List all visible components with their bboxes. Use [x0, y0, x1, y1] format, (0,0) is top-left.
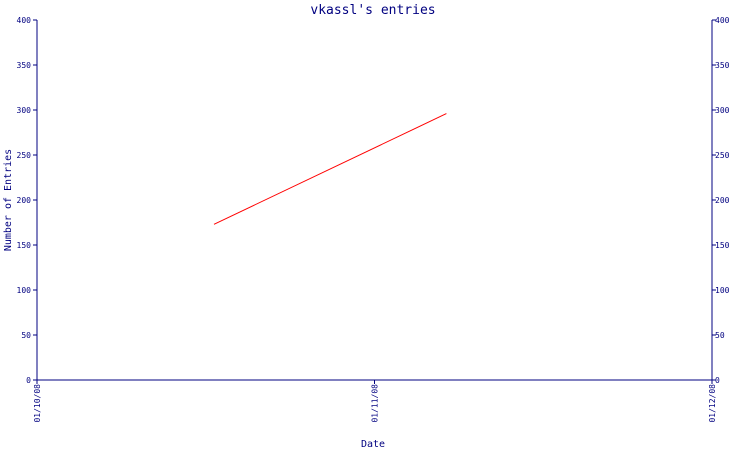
chart-title: vkassl's entries: [310, 3, 435, 18]
y-tick-label-left: 400: [17, 16, 32, 25]
x-axis: 01/10/08 01/11/08 01/12/08: [33, 380, 717, 423]
x-tick-label: 01/10/08: [33, 384, 42, 423]
y-tick-label-left: 300: [17, 106, 32, 115]
x-tick-label: 01/11/08: [371, 384, 380, 423]
y-tick-label-right: 0: [715, 376, 720, 385]
x-tick-label: 01/12/08: [708, 384, 717, 423]
y-tick-label-left: 0: [26, 376, 31, 385]
y-tick-label-right: 150: [715, 241, 730, 250]
y-tick-label-left: 200: [17, 196, 32, 205]
y-axis-title: Number of Entries: [3, 149, 14, 251]
y-tick-label-left: 150: [17, 241, 32, 250]
x-axis-title: Date: [361, 439, 385, 450]
series-line: [213, 113, 447, 225]
y-tick-label-right: 400: [715, 16, 730, 25]
y-tick-label-right: 350: [715, 61, 730, 70]
y-tick-label-left: 250: [17, 151, 32, 160]
y-tick-label-left: 350: [17, 61, 32, 70]
y-tick-label-right: 250: [715, 151, 730, 160]
y-axis-left: 0 50 100 150 200 250 300 350 400: [17, 16, 37, 385]
y-tick-label-right: 200: [715, 196, 730, 205]
y-tick-label-left: 100: [17, 286, 32, 295]
y-tick-label-right: 100: [715, 286, 730, 295]
y-tick-label-right: 50: [715, 331, 725, 340]
series-layer: [213, 113, 447, 225]
y-tick-label-right: 300: [715, 106, 730, 115]
plot-frame: [36, 20, 713, 381]
y-tick-label-left: 50: [21, 331, 31, 340]
y-axis-right: 0 50 100 150 200 250 300 350 400: [712, 16, 730, 385]
